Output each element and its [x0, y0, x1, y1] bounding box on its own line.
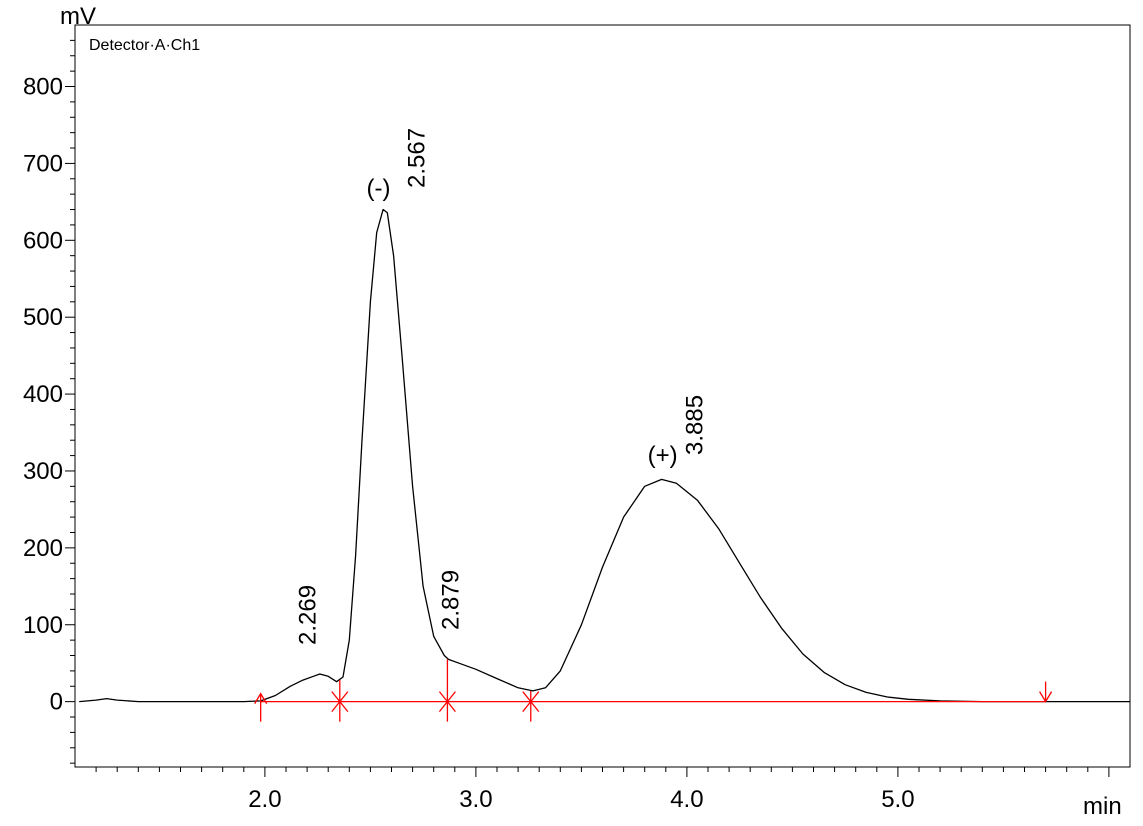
enantiomer-label: (+): [648, 442, 678, 469]
y-axis: 0 100 200 300 400 500 600 700 800: [23, 39, 75, 764]
peak-retention-time-label: 3.885: [682, 395, 709, 455]
integration-baseline: [254, 659, 1053, 722]
peak-start-arrow: [254, 692, 268, 704]
y-tick-label: 800: [23, 74, 63, 101]
x-tick-label: 5.0: [881, 786, 914, 813]
x-unit-label: min: [1083, 793, 1122, 820]
x-tick-label: 3.0: [459, 786, 492, 813]
y-tick-label: 600: [23, 227, 63, 254]
y-tick-label: 0: [50, 689, 63, 716]
detector-label: Detector·A·Ch1: [89, 37, 200, 54]
peak-end-arrow: [1039, 691, 1053, 703]
valley-marker: [522, 691, 540, 713]
peak-retention-time-label: 2.879: [437, 570, 464, 630]
x-axis: 2.0 3.0 4.0 5.0: [95, 767, 1110, 813]
plot-frame: [74, 24, 1131, 768]
peak-labels: 2.269 2.567 (-) 2.879 3.885(+): [295, 128, 709, 645]
y-tick-label: 300: [23, 458, 63, 485]
peak-retention-time-label: 2.269: [295, 585, 322, 645]
y-unit-label: mV: [60, 3, 96, 30]
valley-marker: [438, 691, 456, 713]
x-tick-label: 4.0: [670, 786, 703, 813]
enantiomer-label: (-): [367, 175, 391, 202]
y-tick-label: 100: [23, 612, 63, 639]
valley-marker: [331, 691, 349, 713]
y-tick-label: 200: [23, 535, 63, 562]
y-tick-label: 700: [23, 150, 63, 177]
y-tick-label: 400: [23, 381, 63, 408]
x-tick-label: 2.0: [248, 786, 281, 813]
signal-trace: [79, 208, 1130, 703]
series-layer: [79, 208, 1130, 703]
y-tick-label: 500: [23, 304, 63, 331]
peak-retention-time-label: 2.567: [404, 128, 431, 188]
